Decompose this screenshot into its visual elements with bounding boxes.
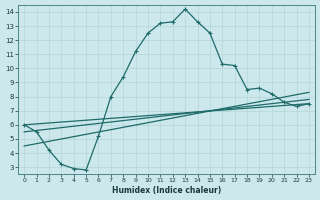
X-axis label: Humidex (Indice chaleur): Humidex (Indice chaleur) — [112, 186, 221, 195]
